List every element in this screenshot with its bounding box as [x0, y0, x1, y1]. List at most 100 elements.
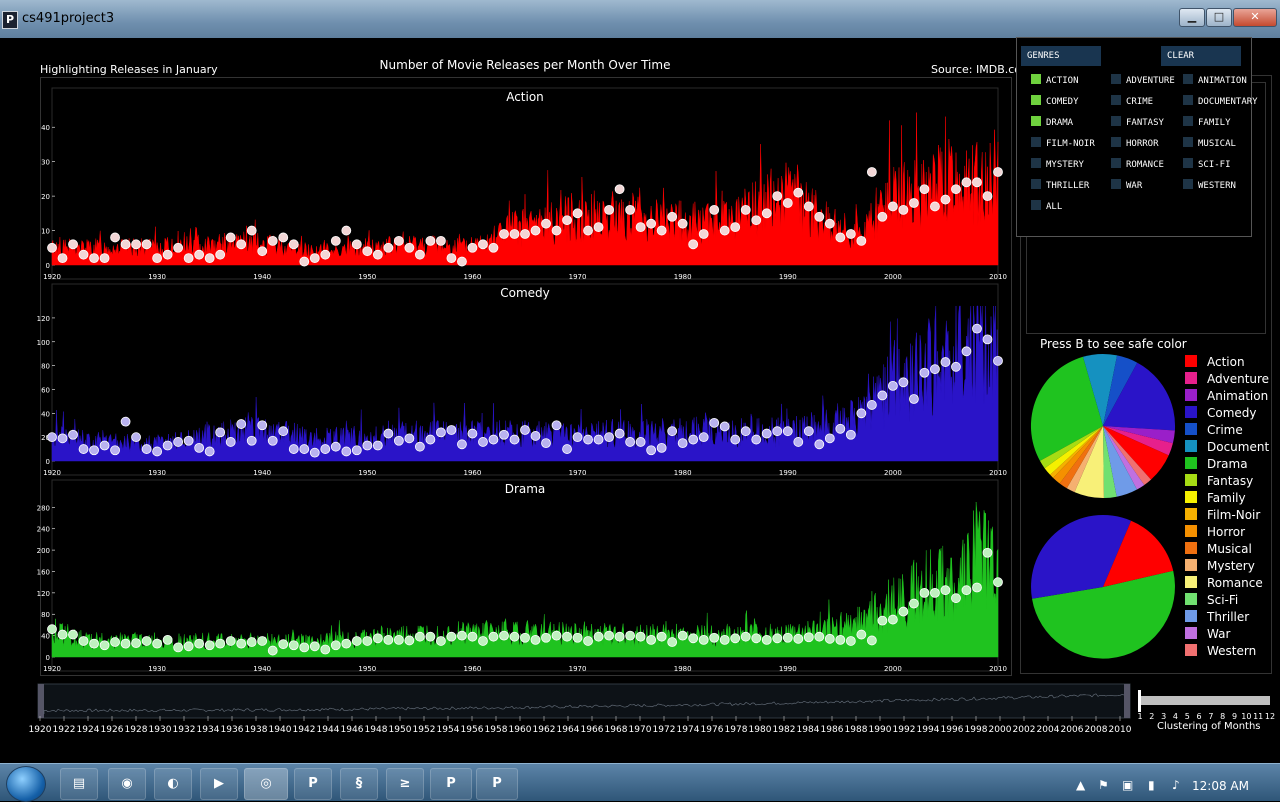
january-marker[interactable] [362, 636, 373, 646]
january-marker[interactable] [372, 440, 383, 451]
january-marker[interactable] [414, 631, 425, 642]
january-marker[interactable] [940, 357, 951, 367]
january-marker[interactable] [320, 249, 331, 260]
january-marker[interactable] [204, 446, 215, 457]
january-marker[interactable] [320, 644, 331, 655]
january-marker[interactable] [982, 547, 993, 558]
january-marker[interactable] [425, 434, 436, 445]
january-marker[interactable] [677, 630, 688, 641]
january-marker[interactable] [383, 634, 394, 645]
january-marker[interactable] [919, 184, 930, 195]
explorer-icon[interactable]: ▤ [60, 768, 98, 800]
january-marker[interactable] [803, 201, 814, 212]
january-marker[interactable] [478, 636, 488, 646]
genre-checkbox[interactable] [1031, 200, 1041, 210]
january-marker[interactable] [856, 235, 867, 246]
january-marker[interactable] [309, 447, 320, 458]
january-marker[interactable] [78, 444, 89, 454]
january-marker[interactable] [246, 637, 257, 647]
january-marker[interactable] [509, 434, 520, 445]
windows-start-icon[interactable] [6, 766, 46, 802]
january-marker[interactable] [414, 249, 425, 260]
january-marker[interactable] [330, 441, 341, 452]
january-marker[interactable] [393, 235, 404, 246]
january-marker[interactable] [604, 204, 614, 215]
january-marker[interactable] [898, 204, 909, 215]
january-marker[interactable] [709, 204, 720, 215]
january-marker[interactable] [551, 630, 562, 641]
january-marker[interactable] [372, 249, 383, 260]
january-marker[interactable] [656, 225, 667, 236]
january-marker[interactable] [288, 640, 299, 651]
january-marker[interactable] [625, 437, 636, 447]
january-marker[interactable] [782, 198, 793, 208]
genre-toggle-fantasy[interactable]: FANTASY [1111, 116, 1164, 130]
genre-checkbox[interactable] [1183, 95, 1193, 105]
january-marker[interactable] [993, 167, 1003, 177]
january-marker[interactable] [604, 630, 614, 641]
january-marker[interactable] [667, 637, 678, 647]
january-marker[interactable] [761, 208, 772, 219]
january-marker[interactable] [793, 437, 804, 447]
january-marker[interactable] [919, 367, 930, 378]
genre-toggle-family[interactable]: FAMILY [1183, 116, 1231, 130]
january-marker[interactable] [719, 421, 730, 432]
january-marker[interactable] [583, 636, 593, 646]
january-marker[interactable] [835, 232, 846, 243]
show-hidden-icons[interactable]: ▲ [1076, 778, 1086, 792]
january-marker[interactable] [68, 629, 78, 640]
january-marker[interactable] [814, 439, 825, 450]
january-marker[interactable] [162, 634, 173, 645]
volume-icon[interactable]: ♪ [1172, 778, 1180, 792]
genre-toggle-romance[interactable]: ROMANCE [1111, 158, 1164, 172]
firefox-icon[interactable]: ◉ [108, 768, 146, 800]
january-marker[interactable] [635, 222, 646, 233]
january-marker[interactable] [530, 431, 541, 441]
january-marker[interactable] [972, 323, 982, 334]
january-marker[interactable] [236, 419, 247, 429]
january-marker[interactable] [183, 253, 194, 264]
genre-toggle-documentary[interactable]: DOCUMENTARY [1183, 95, 1258, 109]
january-marker[interactable] [110, 637, 120, 647]
january-marker[interactable] [835, 423, 846, 434]
january-marker[interactable] [509, 229, 520, 239]
january-marker[interactable] [162, 440, 173, 451]
january-marker[interactable] [740, 426, 751, 437]
january-marker[interactable] [909, 598, 919, 609]
january-marker[interactable] [120, 239, 131, 250]
january-marker[interactable] [131, 432, 141, 443]
january-marker[interactable] [656, 631, 667, 642]
january-marker[interactable] [824, 218, 835, 229]
january-marker[interactable] [120, 638, 131, 649]
january-marker[interactable] [993, 355, 1003, 366]
january-marker[interactable] [236, 239, 247, 250]
january-marker[interactable] [309, 641, 320, 652]
january-marker[interactable] [457, 439, 467, 450]
january-marker[interactable] [509, 631, 520, 642]
january-marker[interactable] [520, 632, 530, 643]
january-marker[interactable] [551, 420, 562, 431]
january-marker[interactable] [288, 239, 299, 250]
processing-icon-2[interactable]: P [430, 768, 472, 800]
january-marker[interactable] [173, 437, 184, 447]
january-marker[interactable] [68, 239, 78, 250]
january-marker[interactable] [267, 645, 278, 656]
january-marker[interactable] [425, 631, 436, 642]
january-marker[interactable] [99, 253, 110, 264]
january-marker[interactable] [499, 229, 509, 239]
january-marker[interactable] [940, 194, 951, 205]
january-marker[interactable] [845, 229, 856, 239]
january-marker[interactable] [341, 225, 352, 236]
january-marker[interactable] [866, 400, 877, 410]
january-marker[interactable] [761, 428, 772, 439]
genre-toggle-sci-fi[interactable]: SCI-FI [1183, 158, 1231, 172]
january-marker[interactable] [772, 633, 783, 644]
january-marker[interactable] [488, 631, 499, 642]
january-marker[interactable] [520, 425, 530, 435]
january-marker[interactable] [646, 634, 657, 645]
january-marker[interactable] [267, 435, 278, 446]
january-marker[interactable] [845, 636, 856, 646]
january-marker[interactable] [614, 184, 625, 195]
january-marker[interactable] [141, 444, 152, 454]
network-icon[interactable]: ▮ [1148, 778, 1155, 792]
